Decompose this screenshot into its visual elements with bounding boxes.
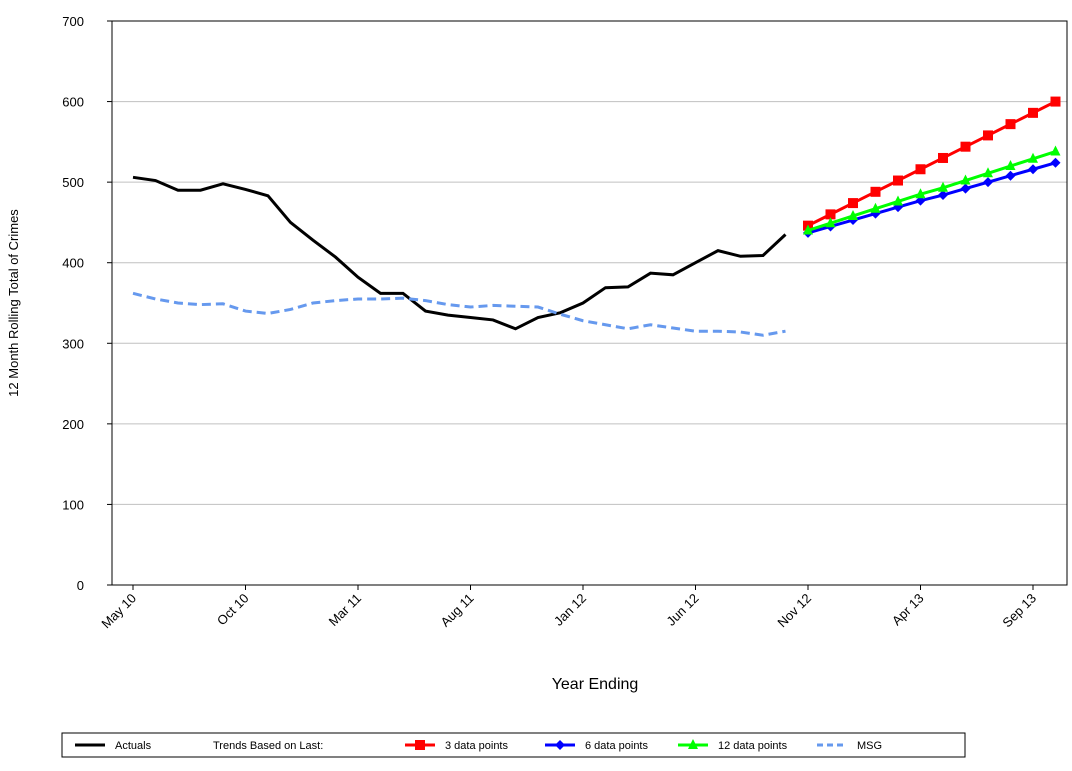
- legend-label: Actuals: [115, 740, 152, 752]
- legend-label: 3 data points: [445, 740, 508, 752]
- marker: [825, 217, 836, 228]
- y-tick-label: 500: [62, 175, 84, 190]
- y-tick-label: 100: [62, 497, 84, 512]
- series-line: [132, 175, 787, 331]
- legend-note: Trends Based on Last:: [213, 740, 323, 752]
- marker: [1005, 170, 1016, 181]
- marker: [1005, 119, 1016, 130]
- marker: [960, 183, 971, 194]
- legend-label: MSG: [857, 740, 882, 752]
- legend-box: [61, 732, 966, 758]
- x-tick-label: May 10: [98, 591, 139, 632]
- y-tick-label: 300: [62, 336, 84, 351]
- marker: [1050, 157, 1061, 168]
- marker: [915, 188, 926, 199]
- x-tick-label: Aug 11: [438, 591, 477, 630]
- marker: [803, 224, 813, 235]
- marker: [1050, 96, 1061, 107]
- series-line: [807, 150, 1056, 232]
- marker: [825, 209, 836, 220]
- marker: [983, 167, 993, 178]
- marker: [555, 740, 565, 750]
- marker: [915, 164, 926, 175]
- x-tick-label: Jun 12: [663, 591, 701, 629]
- y-tick-label: 400: [62, 256, 84, 271]
- x-tick-label: Oct 10: [214, 591, 252, 629]
- marker: [893, 175, 903, 186]
- marker: [1050, 145, 1061, 156]
- series-line: [132, 291, 786, 337]
- marker: [870, 202, 881, 213]
- marker: [983, 177, 993, 188]
- marker: [870, 186, 881, 197]
- y-tick-label: 0: [77, 578, 84, 593]
- x-tick-label: Jan 12: [551, 591, 589, 629]
- y-tick-label: 700: [62, 14, 84, 29]
- marker: [688, 739, 698, 749]
- x-tick-label: Apr 13: [889, 591, 927, 629]
- x-tick-label: Sep 13: [999, 591, 1039, 631]
- marker: [1005, 160, 1016, 171]
- marker: [893, 195, 903, 206]
- marker: [960, 141, 971, 152]
- marker: [415, 740, 425, 750]
- marker: [1028, 152, 1038, 163]
- marker: [983, 130, 993, 141]
- legend-label: 12 data points: [718, 740, 788, 752]
- marker: [848, 198, 858, 209]
- x-tick-label: Nov 12: [774, 591, 814, 631]
- marker: [938, 190, 948, 201]
- series-line: [807, 161, 1056, 235]
- x-axis-label: Year Ending: [552, 676, 639, 693]
- marker: [1028, 164, 1038, 175]
- y-axis-label: 12 Month Rolling Total of Crimes: [6, 209, 21, 397]
- marker: [848, 209, 858, 220]
- y-tick-label: 600: [62, 95, 84, 110]
- marker: [938, 152, 948, 163]
- marker: [1028, 107, 1038, 118]
- marker: [938, 181, 948, 192]
- marker: [960, 174, 971, 185]
- legend-label: 6 data points: [585, 740, 648, 752]
- y-tick-label: 200: [62, 417, 84, 432]
- x-tick-label: Mar 11: [326, 591, 365, 630]
- plot-frame: [111, 20, 1068, 586]
